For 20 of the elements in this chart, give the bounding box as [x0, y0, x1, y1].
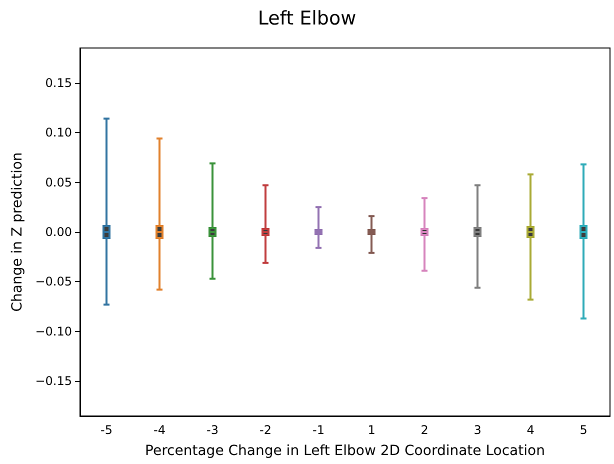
x-tick-label: 1 [368, 423, 376, 437]
x-tick-label: 5 [580, 423, 588, 437]
y-tick-label: 0.15 [45, 76, 72, 90]
x-tick-label: -3 [206, 423, 218, 437]
x-tick-label: 3 [474, 423, 482, 437]
x-axis-title: Percentage Change in Left Elbow 2D Coordinate Location [145, 443, 545, 459]
y-tick-label: −0.15 [35, 374, 72, 388]
x-tick-label: 2 [420, 423, 428, 437]
y-axis-title: Change in Z prediction [9, 152, 26, 312]
y-tick-label: −0.05 [35, 274, 72, 289]
y-tick-label: 0.05 [45, 175, 72, 190]
x-tick-label: -2 [260, 423, 272, 437]
y-tick-label: 0.10 [45, 126, 72, 140]
y-tick-label: 0.00 [45, 225, 72, 239]
x-tick-label: 4 [526, 423, 534, 437]
x-tick-label: -1 [312, 423, 324, 437]
chart-title: Left Elbow [258, 8, 356, 30]
x-tick-label: -4 [154, 423, 166, 437]
x-tick-label: -5 [100, 423, 112, 437]
y-tick-label: −0.10 [35, 324, 72, 338]
